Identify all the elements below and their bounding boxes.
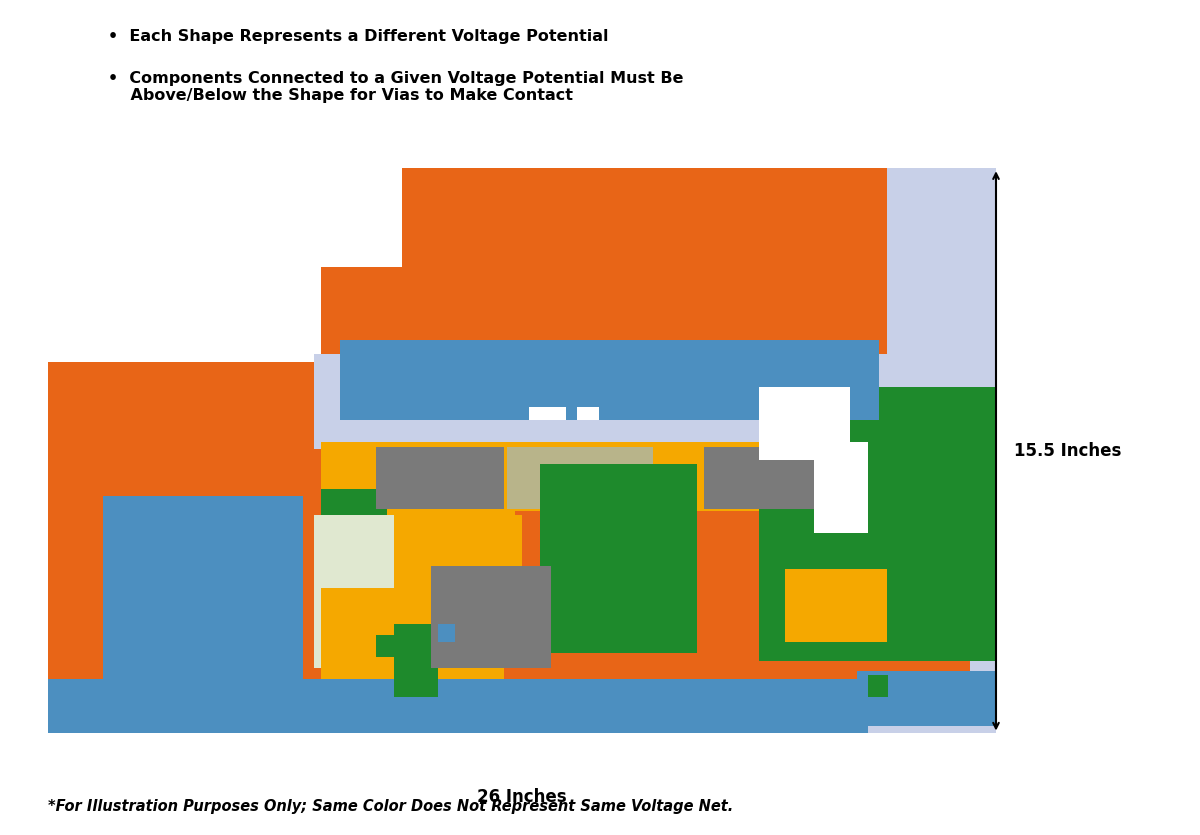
Bar bbox=[869, 676, 888, 697]
Bar bbox=[103, 497, 304, 697]
Bar bbox=[48, 362, 676, 733]
Text: 15.5 Inches: 15.5 Inches bbox=[1014, 442, 1122, 460]
Text: 26 Inches: 26 Inches bbox=[478, 788, 566, 806]
Bar bbox=[676, 169, 996, 733]
Bar bbox=[376, 448, 504, 509]
Bar bbox=[676, 479, 688, 494]
Text: *For Illustration Purposes Only; Same Color Does Not Represent Same Voltage Net.: *For Illustration Purposes Only; Same Co… bbox=[48, 799, 733, 814]
Bar bbox=[704, 448, 869, 509]
Text: •  Each Shape Represents a Different Voltage Potential: • Each Shape Represents a Different Volt… bbox=[108, 29, 608, 44]
Bar bbox=[314, 514, 479, 668]
Bar bbox=[778, 460, 996, 660]
Bar bbox=[431, 566, 551, 668]
Bar bbox=[814, 442, 869, 533]
Bar bbox=[340, 340, 880, 420]
Bar bbox=[785, 569, 887, 642]
Bar bbox=[322, 442, 996, 514]
Bar bbox=[850, 387, 996, 460]
Bar bbox=[48, 679, 869, 733]
Bar bbox=[529, 407, 565, 420]
Bar bbox=[322, 588, 504, 704]
Bar bbox=[376, 635, 395, 657]
Text: •  Components Connected to a Given Voltage Potential Must Be
    Above/Below the: • Components Connected to a Given Voltag… bbox=[108, 71, 684, 104]
Bar bbox=[858, 671, 996, 726]
Bar bbox=[540, 463, 697, 653]
Bar bbox=[322, 169, 887, 362]
Bar bbox=[395, 514, 522, 617]
Bar bbox=[540, 660, 778, 726]
Bar bbox=[322, 489, 388, 617]
Bar bbox=[398, 635, 412, 653]
Bar bbox=[508, 448, 653, 509]
Bar bbox=[322, 169, 402, 266]
Bar bbox=[314, 354, 887, 449]
Bar bbox=[558, 474, 574, 494]
Bar bbox=[760, 387, 996, 660]
Bar bbox=[577, 407, 599, 420]
Bar bbox=[649, 474, 665, 494]
Bar bbox=[438, 624, 455, 642]
Bar bbox=[395, 624, 438, 697]
Bar bbox=[515, 511, 971, 679]
Bar bbox=[760, 387, 850, 460]
